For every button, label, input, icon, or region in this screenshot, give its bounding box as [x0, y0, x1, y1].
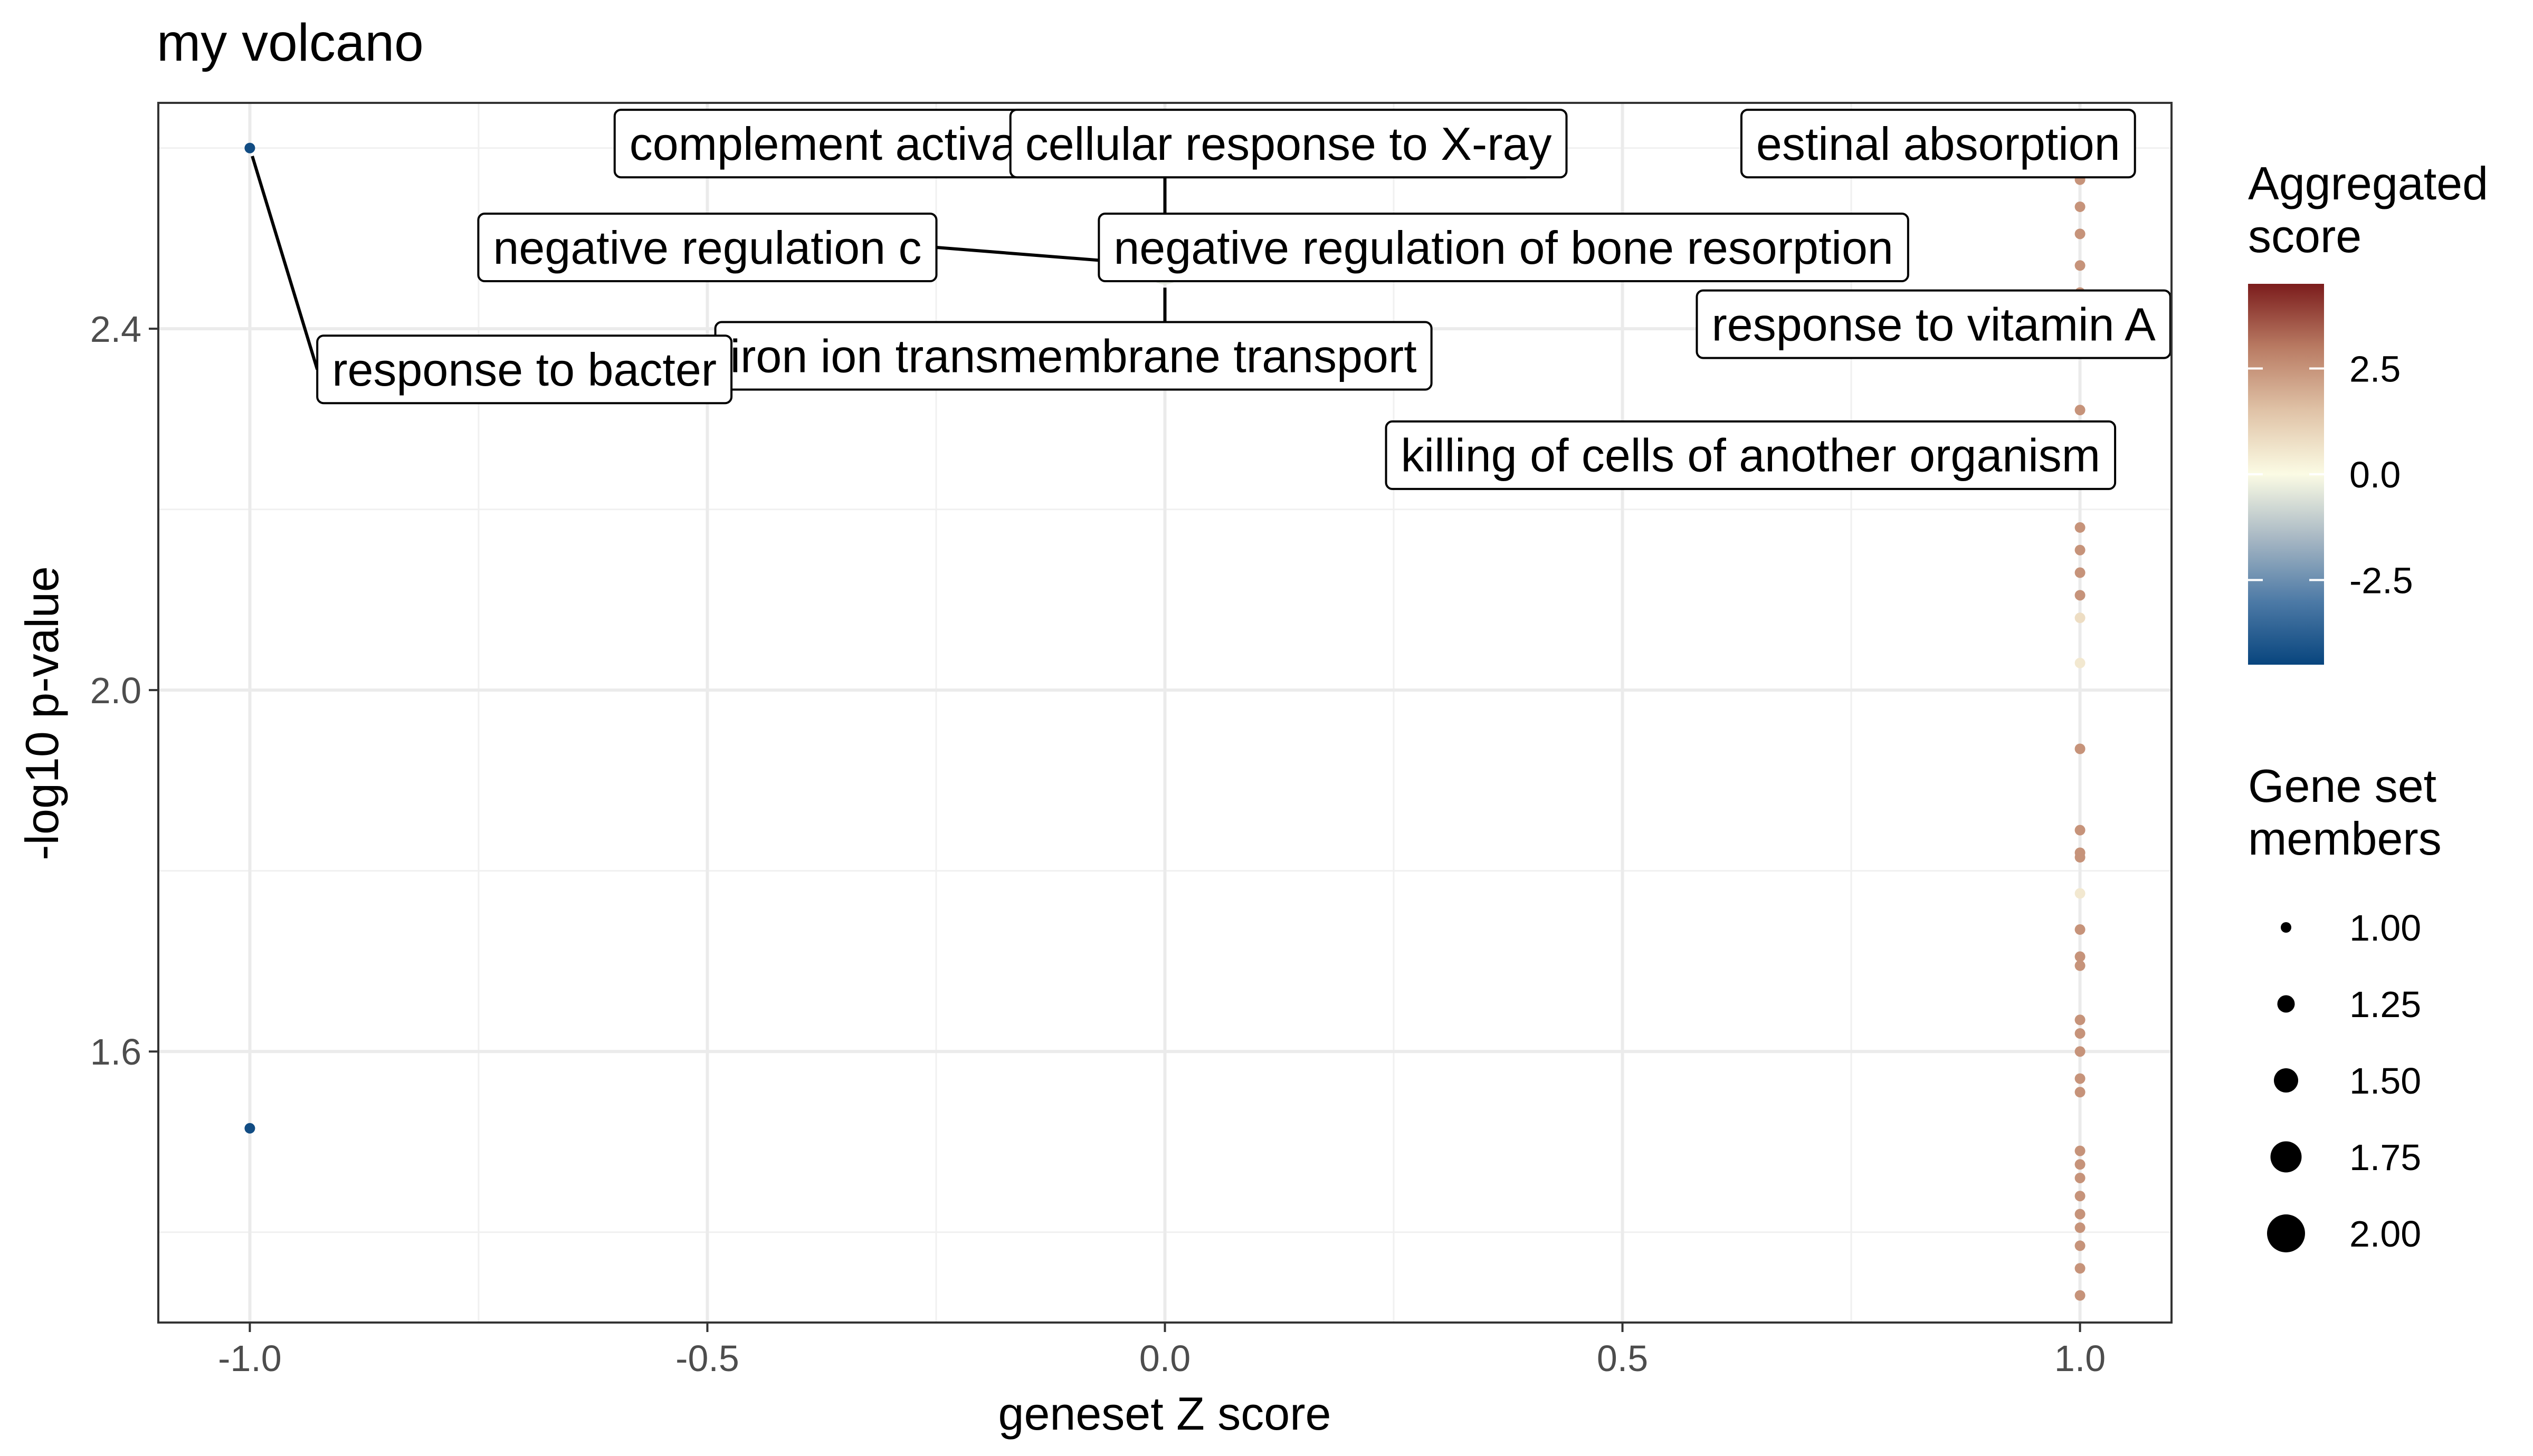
- point-label: cellular response to X-ray: [1009, 109, 1568, 179]
- size-legend-label: 1.50: [2349, 1060, 2421, 1101]
- point-label: response to vitamin A: [1696, 289, 2172, 359]
- data-point: [2074, 405, 2086, 416]
- size-legend: Gene set members 1.00 1.25 1.50 1.75 2.00: [2248, 760, 2442, 1254]
- point-label-box: [1009, 109, 1568, 179]
- point-label-box: [1098, 213, 1909, 283]
- x-tick-label: 1.0: [2054, 1338, 2106, 1379]
- color-legend-title-line-1: Aggregated: [2248, 157, 2488, 209]
- data-point: [2074, 852, 2086, 863]
- data-point: [2074, 1191, 2086, 1202]
- y-tick-label: 1.6: [90, 1031, 141, 1072]
- color-legend: Aggregated score 2.5 0.0 -2.5: [2248, 157, 2488, 665]
- point-label-text: killing of cells of another organism: [1401, 429, 2101, 482]
- data-point: [2074, 960, 2086, 971]
- data-point: [2074, 1073, 2086, 1084]
- point-label-text: response to vitamin A: [1711, 298, 2156, 350]
- data-point: [2074, 1263, 2086, 1274]
- point-label-box: [1385, 420, 2117, 490]
- label-connector: [251, 156, 319, 370]
- data-point: [2074, 1087, 2086, 1098]
- data-point: [2074, 590, 2086, 601]
- data-point: [2074, 260, 2086, 271]
- point-label: killing of cells of another organism: [1385, 420, 2117, 490]
- size-legend-title-line-1: Gene set: [2248, 760, 2436, 812]
- point-label: negative regulation c: [477, 213, 938, 283]
- x-tick-label: -0.5: [675, 1338, 739, 1379]
- size-legend-dot: [2270, 1141, 2302, 1173]
- point-label-box: [477, 213, 938, 283]
- size-legend-label: 1.00: [2349, 907, 2421, 949]
- colorbar-tick-label: 2.5: [2349, 348, 2401, 389]
- point-label-text: response to bacter: [332, 343, 717, 396]
- x-tick-label: 0.5: [1597, 1338, 1648, 1379]
- data-point: [2074, 201, 2086, 212]
- grid: [158, 103, 2172, 1323]
- size-legend-dot: [2267, 1214, 2305, 1252]
- size-legend-label: 1.25: [2349, 984, 2421, 1025]
- point-label: estinal absorption: [1740, 109, 2136, 179]
- colorbar-tick-label: -2.5: [2349, 560, 2413, 601]
- size-legend-title-line-2: members: [2248, 812, 2442, 865]
- data-point: [2074, 1290, 2086, 1301]
- point-label-box: [1696, 289, 2172, 359]
- colorbar-tick-label: 0.0: [2349, 454, 2401, 495]
- data-point: [2074, 825, 2086, 836]
- point-label-box: [1740, 109, 2136, 179]
- data-point: [2074, 612, 2086, 624]
- point-label-text: negative regulation c: [493, 222, 921, 274]
- data-point: [2074, 544, 2086, 555]
- point-label-text: estinal absorption: [1756, 118, 2120, 170]
- data-point: [2074, 1222, 2086, 1233]
- point-label: response to bacter: [316, 334, 733, 405]
- size-legend-dot: [2274, 1068, 2298, 1093]
- point-label-text: negative regulation of bone resorption: [1113, 222, 1893, 274]
- y-tick-label: 2.0: [90, 670, 141, 711]
- data-point: [2074, 1014, 2086, 1026]
- size-legend-label: 1.75: [2349, 1137, 2421, 1178]
- data-point: [2074, 1172, 2086, 1183]
- axes: -1.0 -0.5 0.0 0.5 1.0 1.6 2.0 2.4: [90, 309, 2106, 1379]
- size-legend-dot: [2281, 922, 2291, 933]
- point-label: negative regulation of bone resorption: [1098, 213, 1909, 283]
- y-tick-label: 2.4: [90, 309, 141, 350]
- point-label-text: iron ion transmembrane transport: [730, 330, 1417, 382]
- point-label-box: [316, 334, 733, 405]
- data-point: [2074, 567, 2086, 578]
- chart-title: my volcano: [157, 13, 424, 72]
- x-tick-label: 0.0: [1139, 1338, 1191, 1379]
- data-point: [244, 1123, 255, 1134]
- data-point: [2074, 924, 2086, 935]
- color-legend-title-line-2: score: [2248, 210, 2361, 262]
- data-point: [2074, 1209, 2086, 1220]
- data-point: [244, 142, 255, 154]
- point-label: iron ion transmembrane transport: [714, 321, 1433, 391]
- data-point: [2074, 1046, 2086, 1057]
- data-point: [2074, 888, 2086, 899]
- size-legend-items: 1.00 1.25 1.50 1.75 2.00: [2267, 907, 2421, 1254]
- data-point: [2074, 1028, 2086, 1039]
- data-point: [2074, 1159, 2086, 1170]
- y-axis-label: -log10 p-value: [16, 566, 68, 860]
- data-point: [2074, 1145, 2086, 1156]
- x-axis-label: geneset Z score: [998, 1387, 1331, 1440]
- data-point: [2074, 522, 2086, 533]
- data-point: [2074, 228, 2086, 240]
- colorbar-ticks: 2.5 0.0 -2.5: [2248, 348, 2413, 601]
- point-labels: complement activation, alternative pathw…: [316, 109, 2172, 490]
- data-point: [2074, 951, 2086, 962]
- data-point: [2074, 743, 2086, 754]
- data-point: [2074, 1240, 2086, 1251]
- size-legend-dot: [2277, 995, 2295, 1013]
- point-label-text: cellular response to X-ray: [1025, 118, 1552, 170]
- x-tick-label: -1.0: [218, 1338, 282, 1379]
- size-legend-label: 2.00: [2349, 1213, 2421, 1254]
- data-point: [2074, 657, 2086, 668]
